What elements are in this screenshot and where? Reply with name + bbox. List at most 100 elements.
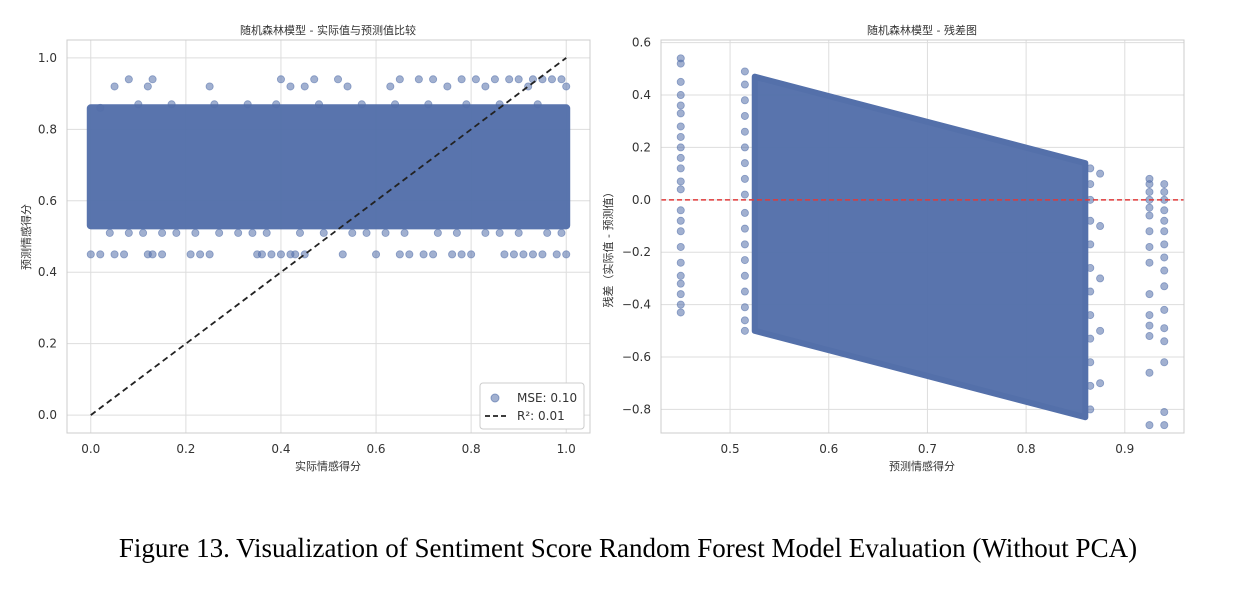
data-point	[676, 279, 685, 288]
data-point	[105, 228, 114, 237]
data-point	[676, 101, 685, 110]
data-point	[395, 75, 404, 84]
data-point	[262, 228, 271, 237]
data-point	[272, 100, 281, 109]
data-point	[291, 250, 300, 259]
data-point	[257, 250, 266, 259]
data-point	[1145, 258, 1154, 267]
data-point	[676, 77, 685, 86]
x-tick-label: 0.6	[366, 442, 385, 456]
data-point	[110, 82, 119, 91]
data-point	[139, 228, 148, 237]
data-point	[495, 228, 504, 237]
data-point	[1145, 332, 1154, 341]
data-point	[509, 250, 518, 259]
chart-left-x-ticks: 0.0 0.2 0.4 0.6 0.8 1.0	[81, 442, 576, 456]
data-point	[172, 228, 181, 237]
data-point	[676, 122, 685, 131]
chart-right-density-band	[751, 73, 1089, 421]
chart-right-y-label: 残差（实际值 - 预测值）	[601, 187, 615, 308]
data-point	[319, 228, 328, 237]
y-tick-label: −0.8	[622, 402, 651, 416]
data-point	[372, 250, 381, 259]
data-point	[210, 100, 219, 109]
data-point	[310, 75, 319, 84]
y-tick-label: −0.4	[622, 298, 651, 312]
data-point	[676, 308, 685, 317]
data-point	[1145, 227, 1154, 236]
data-point	[557, 228, 566, 237]
data-point	[334, 75, 343, 84]
data-point	[1096, 326, 1105, 335]
data-point	[338, 250, 347, 259]
data-point	[1086, 405, 1095, 414]
data-point	[1086, 311, 1095, 320]
data-point	[676, 143, 685, 152]
data-point	[676, 242, 685, 251]
data-point	[186, 250, 195, 259]
data-point	[158, 228, 167, 237]
data-point	[1160, 253, 1169, 262]
data-point	[557, 75, 566, 84]
chart-left-reference-line	[90, 57, 567, 416]
legend-marker-mse	[490, 393, 500, 403]
data-point	[205, 250, 214, 259]
data-point	[467, 250, 476, 259]
data-point	[429, 250, 438, 259]
data-point	[400, 228, 409, 237]
chart-right-x-ticks: 0.5 0.6 0.7 0.8 0.9	[721, 442, 1135, 456]
data-point	[740, 190, 749, 199]
data-point	[514, 75, 523, 84]
data-point	[740, 127, 749, 136]
chart-left-y-ticks: 0.0 0.2 0.4 0.6 0.8 1.0	[38, 51, 57, 422]
data-point	[1160, 421, 1169, 430]
data-point	[676, 185, 685, 194]
data-point	[740, 326, 749, 335]
data-point	[471, 75, 480, 84]
data-point	[1160, 408, 1169, 417]
x-tick-label: 0.7	[918, 442, 937, 456]
chart-left-title: 随机森林模型 - 实际值与预测值比较	[240, 23, 416, 37]
data-point	[676, 177, 685, 186]
data-point	[124, 228, 133, 237]
data-point	[124, 75, 133, 84]
data-point	[552, 250, 561, 259]
data-point	[429, 75, 438, 84]
data-point	[457, 250, 466, 259]
y-tick-label: −0.6	[622, 350, 651, 364]
data-point	[481, 228, 490, 237]
data-point	[348, 228, 357, 237]
data-point	[414, 75, 423, 84]
data-point	[1086, 358, 1095, 367]
data-point	[381, 228, 390, 237]
data-point	[1145, 290, 1154, 299]
data-point	[419, 250, 428, 259]
data-point	[386, 82, 395, 91]
data-point	[148, 250, 157, 259]
data-point	[148, 75, 157, 84]
chart-right-x-label: 预测情感得分	[889, 460, 955, 473]
data-point	[740, 174, 749, 183]
data-point	[1160, 180, 1169, 189]
data-point	[676, 109, 685, 118]
legend-label-r2: R²: 0.01	[517, 409, 565, 423]
data-point	[543, 228, 552, 237]
data-point	[243, 100, 252, 109]
x-tick-label: 0.4	[271, 442, 290, 456]
legend-box	[479, 382, 585, 430]
data-point	[481, 82, 490, 91]
data-point	[191, 228, 200, 237]
data-point	[1086, 381, 1095, 390]
x-tick-label: 0.0	[81, 442, 100, 456]
data-point	[167, 100, 176, 109]
data-point	[740, 316, 749, 325]
data-point	[314, 100, 323, 109]
y-tick-label: 0.0	[632, 193, 651, 207]
x-tick-label: 0.8	[1017, 442, 1036, 456]
density-band	[86, 104, 571, 230]
data-point	[110, 250, 119, 259]
data-point	[1086, 164, 1095, 173]
data-point	[276, 250, 285, 259]
chart-residuals: 随机森林模型 - 残差图 0.5 0.6 0.7 0.8 0.9 0.60.40.20.…	[601, 23, 1185, 473]
